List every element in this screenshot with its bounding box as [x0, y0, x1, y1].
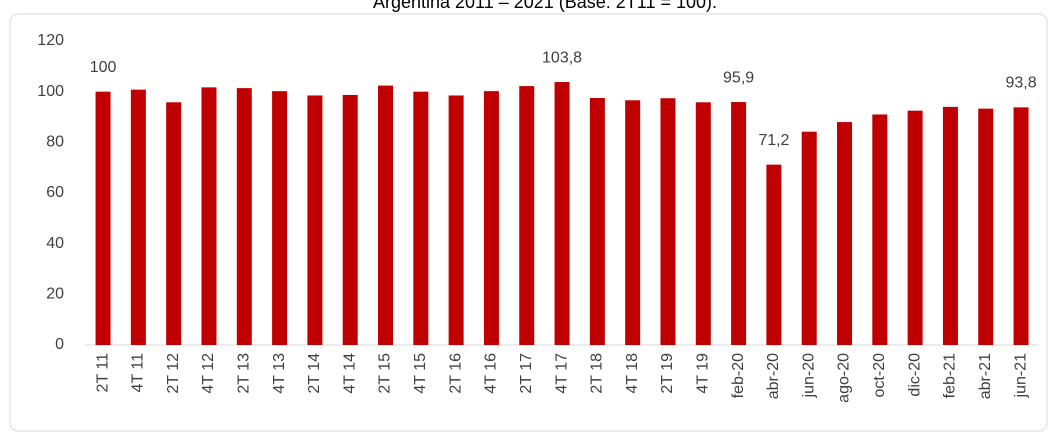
bar — [554, 82, 570, 345]
bar — [731, 102, 747, 345]
bar — [660, 98, 676, 346]
x-tick-label: 4T 13 — [271, 353, 288, 394]
bar — [201, 87, 217, 346]
bar — [166, 102, 182, 345]
data-label: 103,8 — [542, 49, 582, 66]
x-tick-label: 4T 17 — [553, 353, 570, 394]
bar — [483, 91, 499, 345]
x-tick-label: oct-20 — [871, 353, 888, 398]
bar — [801, 131, 817, 345]
x-tick-label: 4T 14 — [341, 353, 358, 394]
bar — [837, 122, 853, 345]
x-tick-label: feb-20 — [730, 353, 747, 398]
bar — [519, 86, 535, 346]
bar — [907, 110, 923, 346]
x-tick-label: 4T 19 — [694, 353, 711, 394]
x-tick-label: ago-20 — [836, 353, 853, 403]
bar — [130, 89, 146, 345]
x-tick-label: 2T 19 — [659, 353, 676, 394]
x-tick-label: 2T 16 — [447, 353, 464, 394]
y-tick-label: 80 — [46, 134, 64, 151]
data-label: 71,2 — [758, 132, 789, 149]
bar — [625, 100, 641, 345]
bar — [942, 106, 958, 345]
chart-title: Argentina 2011 – 2021 (Base: 2T11 = 100)… — [373, 0, 717, 12]
data-label: 95,9 — [723, 69, 754, 86]
x-tick-label: abr-20 — [765, 353, 782, 399]
x-tick-label: 4T 12 — [200, 353, 217, 394]
bar — [236, 88, 252, 346]
x-tick-label: 2T 17 — [518, 353, 535, 394]
bar — [378, 85, 394, 345]
bar — [95, 91, 111, 346]
x-tick-label: 4T 16 — [483, 353, 500, 394]
bar — [307, 95, 323, 345]
x-tick-label: 2T 14 — [306, 353, 323, 394]
bar — [1013, 107, 1029, 345]
y-tick-label: 100 — [37, 83, 64, 100]
y-tick-label: 60 — [46, 184, 64, 201]
x-tick-label: jun-21 — [1012, 353, 1029, 399]
x-tick-label: abr-21 — [977, 353, 994, 399]
y-tick-label: 120 — [37, 32, 64, 49]
y-tick-label: 20 — [46, 286, 64, 303]
data-label: 100 — [90, 59, 117, 76]
chart-border — [9, 13, 1048, 432]
x-tick-label: 2T 15 — [377, 353, 394, 394]
x-tick-label: jun-20 — [800, 353, 817, 399]
bar — [872, 114, 888, 345]
y-tick-label: 0 — [55, 336, 64, 353]
bar — [766, 164, 782, 345]
x-tick-label: 2T 18 — [589, 353, 606, 394]
x-tick-label: 2T 11 — [94, 353, 111, 393]
bar — [272, 91, 288, 345]
bar — [413, 91, 429, 346]
x-tick-label: 4T 15 — [412, 353, 429, 394]
data-label: 93,8 — [1005, 75, 1036, 92]
x-tick-label: dic-20 — [906, 353, 923, 397]
bar — [978, 108, 994, 345]
bar — [342, 94, 358, 346]
x-tick-label: 2T 13 — [236, 353, 253, 394]
x-tick-label: 2T 12 — [165, 353, 182, 394]
y-tick-label: 40 — [46, 235, 64, 252]
bar — [589, 98, 605, 345]
x-tick-label: feb-21 — [942, 353, 959, 398]
bar — [448, 95, 464, 345]
x-tick-label: 4T 11 — [130, 353, 147, 393]
x-tick-label: 4T 18 — [624, 353, 641, 394]
bar — [695, 102, 711, 345]
